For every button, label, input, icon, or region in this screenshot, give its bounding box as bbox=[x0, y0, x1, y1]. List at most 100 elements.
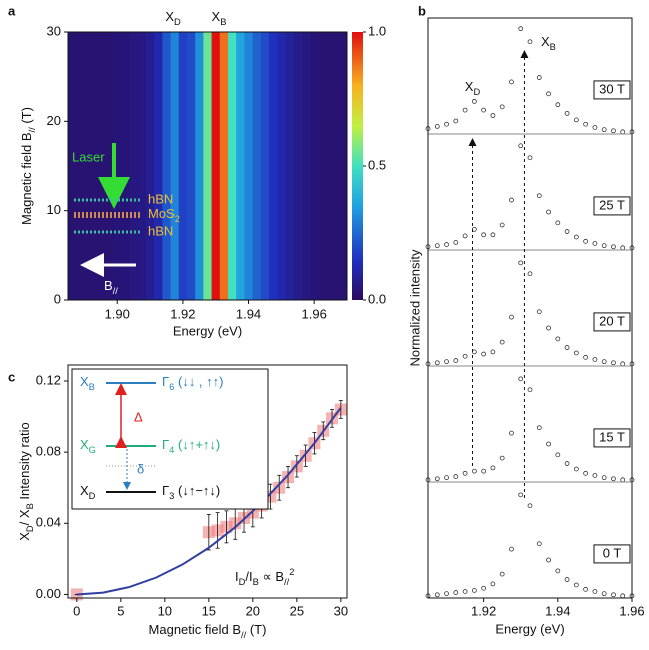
text-part: Intensity ratio bbox=[17, 422, 32, 503]
heat-cell bbox=[203, 32, 213, 300]
layer-label: hBN bbox=[148, 191, 173, 206]
data-point bbox=[620, 593, 626, 599]
heat-cell bbox=[342, 32, 347, 300]
text-part: Magnetic field B bbox=[19, 132, 34, 225]
data-point bbox=[546, 325, 551, 331]
heat-cell bbox=[104, 32, 114, 300]
data-point bbox=[620, 129, 626, 135]
data-point bbox=[481, 351, 487, 357]
data-point bbox=[564, 345, 570, 350]
state-label: XB bbox=[80, 374, 95, 392]
data-point bbox=[453, 590, 459, 595]
level-label: Γ4 (↓↑+↑↓) bbox=[162, 437, 220, 455]
text-part: X bbox=[212, 9, 221, 24]
data-point bbox=[453, 239, 459, 245]
heat-cell bbox=[170, 32, 180, 300]
data-point bbox=[462, 589, 468, 594]
text-part: G bbox=[89, 445, 96, 455]
data-point bbox=[555, 336, 561, 342]
x-tick-label: 1.94 bbox=[236, 306, 261, 321]
data-point bbox=[564, 229, 570, 234]
data-point bbox=[573, 582, 579, 588]
heat-cell bbox=[72, 32, 81, 300]
fit-line bbox=[76, 407, 342, 596]
data-point bbox=[518, 26, 524, 32]
data-point bbox=[573, 234, 579, 240]
heat-cell bbox=[96, 32, 106, 300]
field-label: B// bbox=[104, 278, 118, 296]
text-part: Magnetic field B bbox=[149, 622, 242, 637]
data-point bbox=[518, 143, 524, 149]
error-bar bbox=[294, 455, 299, 478]
series-label: 15 T bbox=[599, 429, 625, 444]
series-label: 30 T bbox=[599, 81, 625, 96]
x-tick-label: 1.94 bbox=[545, 603, 570, 618]
text-part: Γ bbox=[162, 483, 169, 498]
x-tick-label: 1.96 bbox=[619, 603, 644, 618]
heat-cell bbox=[334, 32, 344, 300]
text-part: ∝ B bbox=[259, 569, 284, 584]
data-point bbox=[620, 361, 626, 367]
level-label: Γ3 (↓↑−↑↓) bbox=[162, 483, 220, 501]
text-part: X bbox=[80, 483, 89, 498]
heat-cell bbox=[244, 32, 254, 300]
data-point bbox=[611, 128, 616, 134]
y-tick-label: 0.12 bbox=[36, 372, 61, 387]
data-point bbox=[434, 476, 440, 482]
layer-label: MoS2 bbox=[148, 206, 180, 224]
heat-cell bbox=[195, 32, 204, 300]
colorbar-tick-label: 0.5 bbox=[368, 157, 386, 172]
data-point bbox=[509, 546, 514, 552]
data-point bbox=[481, 232, 487, 238]
data-point bbox=[601, 591, 607, 597]
heat-cell bbox=[260, 32, 270, 300]
data-point bbox=[444, 359, 449, 365]
heat-cell bbox=[228, 32, 237, 300]
data-point bbox=[490, 113, 496, 118]
x-tick-label: 15 bbox=[202, 603, 216, 618]
y-axis-label: Magnetic field B// (T) bbox=[19, 107, 37, 225]
data-point bbox=[546, 557, 551, 563]
data-point bbox=[555, 568, 561, 574]
data-point bbox=[453, 474, 459, 479]
text-part: / X bbox=[17, 509, 32, 525]
data-point bbox=[592, 589, 598, 594]
data-point bbox=[620, 477, 626, 483]
heat-cell bbox=[326, 32, 336, 300]
data-point bbox=[536, 309, 542, 315]
y-axis-label: Normalized intensity bbox=[407, 249, 422, 367]
panel-letter: a bbox=[8, 3, 16, 18]
heat-cell bbox=[269, 32, 278, 300]
error-bar bbox=[224, 510, 229, 544]
data-point bbox=[444, 242, 449, 247]
data-point bbox=[453, 118, 459, 124]
data-point bbox=[444, 591, 449, 597]
data-point bbox=[499, 222, 505, 228]
text-part: Γ bbox=[162, 437, 169, 452]
data-point bbox=[434, 124, 440, 129]
data-point bbox=[471, 468, 477, 474]
data-point bbox=[481, 585, 487, 591]
data-point bbox=[509, 197, 514, 203]
x-tick-label: 0 bbox=[73, 603, 80, 618]
data-point bbox=[518, 376, 524, 382]
data-point bbox=[592, 473, 598, 478]
text-part: // bbox=[241, 630, 247, 640]
panel-letter: c bbox=[8, 369, 15, 384]
text-part: X bbox=[80, 374, 89, 389]
heat-cell bbox=[236, 32, 245, 300]
data-point bbox=[509, 430, 514, 436]
series-label-box bbox=[593, 196, 631, 216]
y-tick-label: 10 bbox=[47, 202, 61, 217]
heat-cell bbox=[211, 32, 221, 300]
data-point bbox=[611, 476, 616, 482]
fit-annotation: ID/IB ∝ B//2 bbox=[235, 567, 294, 587]
text-part: X bbox=[165, 9, 174, 24]
data-point bbox=[601, 475, 607, 481]
data-point bbox=[444, 475, 449, 481]
error-bar bbox=[206, 514, 211, 551]
series-label: 0 T bbox=[603, 545, 622, 560]
heat-cell bbox=[88, 32, 98, 300]
text-part: D bbox=[89, 491, 96, 501]
